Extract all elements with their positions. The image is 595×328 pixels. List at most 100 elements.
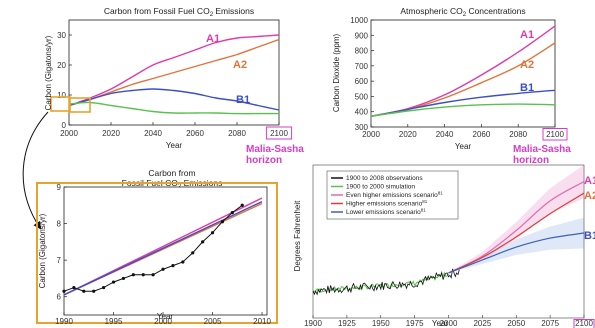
temperature-xtick-label: 2050 — [507, 319, 525, 328]
zoom-plot-frame — [63, 186, 268, 316]
zoom-axes: 1990 1995 2000 2005 2010 6 7 8 9 — [55, 183, 271, 326]
temperature-series-line-lower-emissions-scenario — [448, 232, 585, 274]
fossil-xtick-label: 2060 — [186, 129, 204, 138]
fossil-series-line-a2 — [68, 38, 280, 107]
zoom-observation-point — [210, 231, 215, 235]
conc-xtick-label: 2040 — [436, 130, 454, 139]
conc-ytick-label: 800 — [355, 47, 369, 56]
fossil-xlabel: Year — [166, 141, 183, 150]
temperature-label-a1: A1 — [584, 175, 595, 187]
fossil-ytick-label: 0 — [62, 121, 67, 130]
fossil-series-line-baseline — [68, 101, 280, 115]
temperature-chart: 1900 1925 1950 1975 2000 2025 2050 2075 2100 Yea… — [293, 164, 595, 328]
conc-xtick-label: 2000 — [362, 130, 380, 139]
conc-ytick-label: 1000 — [350, 16, 368, 25]
zoom-series — [62, 197, 263, 296]
fossil-horizon-tick-box — [265, 126, 293, 140]
zoom-highlight-frame — [36, 182, 278, 324]
zoom-observation-point — [121, 276, 126, 281]
conc-series-line-baseline — [370, 103, 556, 117]
conc-ytick-label: 700 — [355, 62, 369, 71]
fossil-chart: Carbon from Fossil Fuel CO2 Emissions 20… — [44, 6, 304, 166]
temperature-xtick-label: 1975 — [406, 319, 424, 328]
concentration-label-a2: A2 — [520, 59, 534, 71]
fossil-label-b1: B1 — [236, 94, 250, 106]
conc-xtick-label: 2060 — [473, 130, 491, 139]
temperature-series-line-higher-emissions-scenario — [448, 192, 585, 274]
conc-ytick-label: 300 — [355, 123, 369, 132]
zoom-observation-point — [240, 203, 244, 207]
conc-xtick-label: 2100 — [546, 130, 564, 139]
zoom-observation-point — [181, 260, 185, 264]
fossil-chart-title: Carbon from Fossil Fuel CO2 Emissions — [104, 6, 254, 18]
fossil-ytick-label: 10 — [57, 91, 66, 100]
temperature-ylabel: Degrees Fahrenheit — [293, 200, 302, 271]
zoom-ytick-label: 7 — [57, 256, 62, 265]
zoom-observation-point — [151, 273, 155, 277]
zoom-ylabel: Carbon (Gigatons/yr) — [38, 213, 47, 288]
temperature-band-even-higher — [448, 164, 584, 273]
zoom-observation-point — [82, 289, 86, 293]
temperature-series — [448, 181, 585, 274]
zoom-observation-point — [62, 289, 66, 293]
fossil-highlight-box-left — [50, 96, 71, 112]
zoom-observation-point — [72, 285, 76, 290]
conc-ytick-label: 600 — [355, 77, 369, 86]
temperature-legend-label: Higher emissions scenario81 — [346, 199, 428, 208]
zoom-ytick-label: 9 — [57, 183, 62, 192]
temperature-xtick-label: 2075 — [541, 319, 559, 328]
zoom-ytick-label: 6 — [57, 293, 62, 302]
conc-ytick-label: 400 — [355, 108, 369, 117]
concentration-plot-frame — [370, 19, 556, 128]
zoom-xlabel: Year — [157, 312, 174, 321]
temperature-axes: 1900 1925 1950 1975 2000 2025 2050 2075 2100 — [304, 315, 595, 328]
fossil-xtick-label: 2040 — [144, 129, 162, 138]
temperature-xtick-label: 1925 — [338, 319, 356, 328]
zoom-observation-point — [191, 251, 195, 255]
zoom-observation-point — [111, 280, 116, 284]
concentration-label-b1: B1 — [520, 82, 534, 94]
zoom-observation-point — [92, 289, 96, 293]
fossil-horizon-line2: horizon — [246, 155, 282, 166]
temperature-xtick-label: 1950 — [372, 319, 390, 328]
concentration-chart: Atmospheric CO2 Concentrations 2000 2020 2… — [332, 6, 571, 166]
temperature-observations-line — [312, 268, 460, 296]
conc-horizon-tick-box — [542, 128, 568, 141]
concentration-axes: 2000 2020 2040 2060 2080 2100 300 400 500 600 700 8… — [350, 16, 568, 141]
fossil-label-a2: A2 — [233, 59, 247, 71]
fossil-xtick-label: 2020 — [102, 129, 120, 138]
temperature-legend — [326, 170, 459, 220]
fossil-xtick-label: 2000 — [60, 129, 78, 138]
zoom-xtick-label: 1990 — [55, 317, 73, 326]
conc-series-line-b1 — [370, 89, 556, 117]
temperature-legend-label: 1900 to 2008 observations — [346, 175, 423, 182]
temperature-xtick-label: 2000 — [440, 319, 458, 328]
fossil-ytick-label: 20 — [57, 61, 66, 70]
zoom-observation-point — [230, 211, 234, 215]
fossil-horizon-line1: Malia-Sasha — [246, 144, 304, 155]
concentration-series — [370, 25, 556, 117]
zoom-chart-title-line1: Carbon from — [148, 168, 195, 178]
fossil-series-line-b1 — [68, 88, 280, 111]
zoom-xtick-label: 2005 — [204, 317, 222, 326]
fossil-xtick-label: 2100 — [270, 129, 288, 138]
temperature-xtick-label: 2100 — [575, 319, 593, 328]
fossil-xtick-label: 2080 — [228, 129, 246, 138]
concentration-label-a1: A1 — [520, 29, 534, 41]
temperature-xtick-label: 1900 — [304, 319, 322, 328]
fossil-axes: 2000 2020 2040 2060 2080 2100 0 10 20 30 — [57, 31, 293, 140]
conc-ytick-label: 900 — [355, 31, 369, 40]
concentration-horizon-line1: Malia-Sasha — [513, 144, 571, 155]
conc-xtick-label: 2020 — [399, 130, 417, 139]
zoom-arrow — [22, 111, 49, 230]
temperature-label-b1: B1 — [584, 230, 595, 242]
fossil-label-a1: A1 — [206, 33, 220, 45]
conc-xtick-label: 2080 — [509, 130, 527, 139]
fossil-series-line-a1 — [68, 34, 280, 107]
conc-ytick-label: 500 — [355, 92, 369, 101]
concentration-horizon-line2: horizon — [513, 155, 549, 166]
zoom-xtick-label: 2010 — [253, 317, 271, 326]
concentration-xlabel: Year — [455, 142, 472, 151]
zoom-xtick-label: 2000 — [154, 317, 172, 326]
